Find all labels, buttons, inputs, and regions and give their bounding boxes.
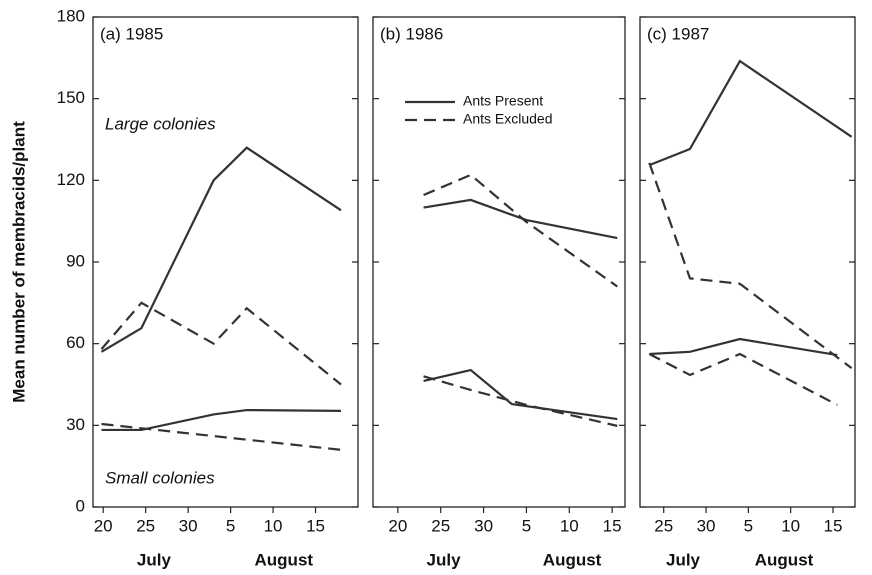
series-line	[423, 173, 618, 288]
y-axis-label: Mean number of membracids/plant	[9, 121, 28, 403]
x-tick-label: 15	[306, 516, 325, 535]
series-line	[648, 352, 838, 406]
y-tick-label: 0	[76, 496, 85, 515]
series-line	[100, 301, 342, 386]
x-tick-label: 30	[697, 516, 716, 535]
y-tick-label: 30	[66, 415, 85, 434]
annotation: Large colonies	[105, 114, 216, 133]
series-line	[423, 375, 618, 427]
x-tick-label: 30	[179, 516, 198, 535]
x-tick-label: 5	[744, 516, 753, 535]
x-tick-label: 25	[136, 516, 155, 535]
x-tick-label: 15	[824, 516, 843, 535]
panel-frame	[92, 16, 359, 508]
series-line	[100, 146, 342, 353]
x-tick-label: 25	[431, 516, 450, 535]
month-label: August	[755, 550, 814, 569]
x-tick-label: 10	[264, 516, 283, 535]
series-line	[101, 422, 342, 451]
x-tick-label: 15	[603, 516, 622, 535]
y-tick-label: 150	[57, 88, 85, 107]
y-tick-label: 180	[57, 6, 85, 25]
x-tick-label: 10	[560, 516, 579, 535]
x-tick-label: 10	[781, 516, 800, 535]
month-label: July	[137, 550, 172, 569]
panel-title: (a) 1985	[100, 24, 163, 43]
panel-frame	[639, 16, 856, 508]
series-line	[423, 198, 618, 240]
legend-label: Ants Excluded	[463, 111, 553, 127]
series-line	[649, 337, 838, 357]
series-line	[648, 59, 853, 167]
x-tick-label: 30	[474, 516, 493, 535]
month-label: August	[255, 550, 314, 569]
y-tick-label: 90	[66, 251, 85, 270]
month-label: July	[666, 550, 701, 569]
x-tick-label: 20	[388, 516, 407, 535]
panel-title: (c) 1987	[647, 24, 709, 43]
series-line	[648, 162, 853, 370]
series-line	[101, 408, 342, 432]
month-label: July	[427, 550, 462, 569]
annotation: Small colonies	[105, 468, 215, 487]
month-label: August	[543, 550, 602, 569]
legend-label: Ants Present	[463, 93, 543, 109]
x-tick-label: 25	[654, 516, 673, 535]
y-tick-label: 60	[66, 333, 85, 352]
x-tick-label: 5	[522, 516, 531, 535]
y-tick-label: 120	[57, 170, 85, 189]
panel-frame	[372, 16, 626, 508]
series-line	[423, 368, 618, 421]
panel-title: (b) 1986	[380, 24, 443, 43]
x-tick-label: 5	[226, 516, 235, 535]
x-tick-label: 20	[94, 516, 113, 535]
